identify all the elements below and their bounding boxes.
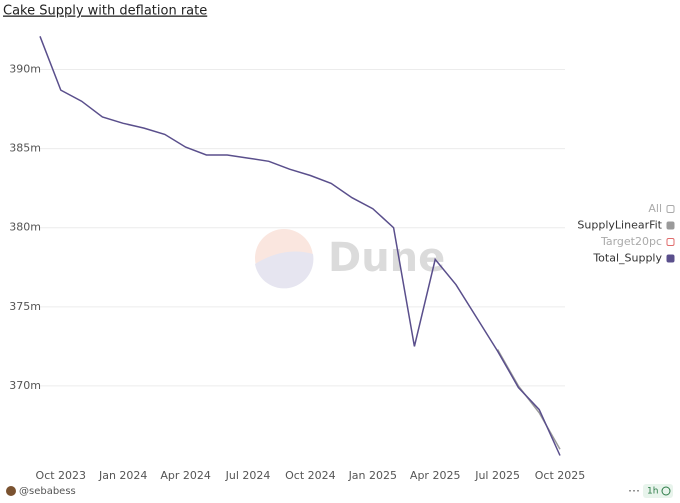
x-tick-label: Oct 2023 (36, 469, 87, 482)
x-tick-label: Apr 2024 (160, 469, 211, 482)
watermark-logo (255, 229, 313, 287)
check-icon (661, 486, 671, 496)
y-tick-label: 380m (9, 221, 41, 234)
legend-swatch[interactable] (666, 221, 675, 230)
watermark-text: Dune (328, 235, 445, 281)
series-line (39, 36, 561, 456)
author[interactable]: @sebabess (19, 486, 76, 497)
x-tick-label: Apr 2025 (410, 469, 461, 482)
age: 1h (647, 487, 658, 497)
x-tick-label: Jan 2024 (98, 469, 147, 482)
legend-swatch[interactable] (666, 254, 675, 263)
y-tick-label: 390m (9, 63, 41, 76)
x-tick-label: Oct 2024 (285, 469, 336, 482)
legend-label[interactable]: Total_Supply (592, 252, 662, 265)
y-tick-label: 385m (9, 142, 41, 155)
chart-title[interactable]: Cake Supply with deflation rate (3, 4, 207, 19)
more-icon[interactable]: ⋯ (628, 484, 640, 498)
y-tick-label: 370m (9, 379, 41, 392)
author-avatar (6, 486, 16, 496)
legend-label[interactable]: Target20pc (600, 235, 662, 248)
y-tick-label: 375m (9, 300, 41, 313)
watermark: Dune (255, 229, 445, 289)
x-tick-label: Jul 2025 (474, 469, 520, 482)
legend-swatch[interactable] (666, 205, 675, 213)
legend-label[interactable]: SupplyLinearFit (577, 219, 662, 232)
x-tick-label: Jul 2024 (225, 469, 271, 482)
x-tick-label: Oct 2025 (535, 469, 586, 482)
watermark-logo-part (255, 251, 314, 289)
legend-swatch[interactable] (666, 238, 675, 246)
legend-label[interactable]: All (648, 202, 662, 215)
x-tick-label: Jan 2025 (348, 469, 397, 482)
